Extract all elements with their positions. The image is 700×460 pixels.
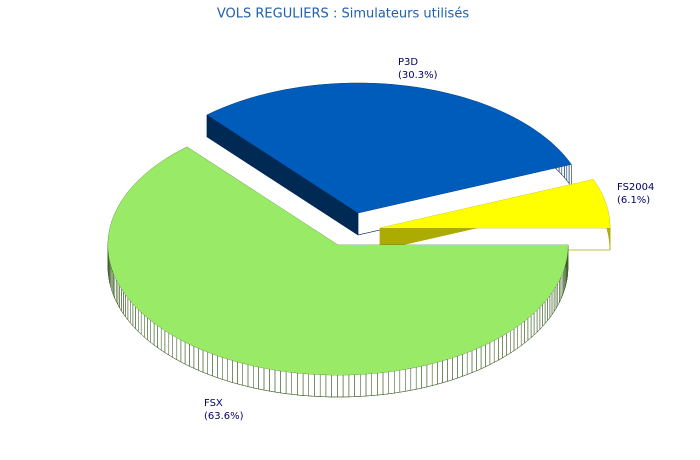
slice-label: FS2004: [617, 182, 654, 193]
slice: [207, 83, 572, 213]
slice-label: FSX: [204, 398, 223, 409]
slice-value-label: (6.1%): [617, 195, 650, 206]
slice: [380, 179, 610, 228]
slice-label: P3D: [398, 57, 418, 68]
chart-title: VOLS REGULIERS : Simulateurs utilisés: [217, 7, 469, 22]
slice-value-label: (30.3%): [398, 70, 438, 81]
slice: [108, 146, 568, 375]
slice-value-label: (63.6%): [204, 411, 244, 422]
